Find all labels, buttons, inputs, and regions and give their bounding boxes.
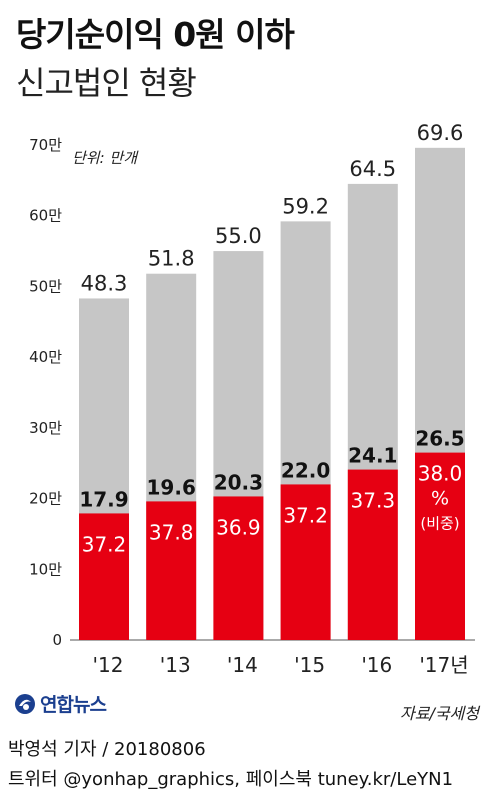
total-value-label: 64.5	[349, 157, 396, 181]
subset-value-label: 17.9	[79, 487, 128, 511]
total-value-label: 55.0	[215, 224, 262, 248]
x-tick-label: '13	[160, 653, 191, 677]
source-label: 자료/국세청	[400, 704, 479, 723]
subset-value-label: 20.3	[214, 470, 263, 494]
subset-bar	[415, 452, 465, 640]
total-value-label: 48.3	[81, 271, 128, 295]
x-tick-label: '16	[361, 653, 392, 677]
unit-label: 단위: 만개	[72, 149, 138, 167]
subset-bar	[79, 513, 129, 640]
x-tick-label: '17년	[419, 653, 468, 677]
share-label: 38.0	[418, 462, 463, 486]
footer-byline: 박영석 기자 / 20180806	[8, 739, 206, 760]
yonhap-logo-icon	[15, 693, 35, 714]
bar-chart: 0 10만 20만 30만 40만 50만 60만 70만 48.3 17.9 37.2 '12 51.…	[29, 121, 475, 677]
share-label: 36.9	[216, 515, 261, 539]
y-tick-label: 20만	[29, 490, 62, 508]
share-label: 37.8	[149, 520, 194, 544]
chart-subtitle: 신고법인 현황	[16, 64, 197, 102]
yonhap-logo-text: 연합뉴스	[40, 694, 107, 716]
subset-value-label: 26.5	[415, 427, 464, 451]
x-tick-label: '12	[93, 653, 124, 677]
yonhap-logo: 연합뉴스	[14, 690, 107, 717]
footer: 박영석 기자 / 20180806 트위터 @yonhap_graphics, …	[0, 727, 499, 805]
share-label: 37.3	[351, 489, 396, 513]
total-value-label: 51.8	[148, 247, 195, 271]
subset-bar	[213, 496, 264, 640]
total-value-label: 59.2	[282, 194, 329, 218]
x-tick-label: '15	[294, 653, 325, 677]
share-caption: (비중)	[420, 515, 459, 533]
share-percent-sign: %	[431, 488, 449, 510]
y-tick-label: 50만	[29, 277, 62, 295]
y-tick-label: 0	[52, 631, 62, 649]
y-tick-label: 30만	[29, 419, 62, 437]
subset-bar	[146, 501, 197, 640]
total-value-label: 69.6	[417, 121, 464, 145]
y-tick-label: 40만	[29, 348, 62, 366]
chart-title: 당기순이익 0원 이하	[16, 15, 295, 54]
y-tick-label: 60만	[29, 207, 62, 225]
subset-value-label: 19.6	[147, 475, 196, 499]
footer-social: 트위터 @yonhap_graphics, 페이스북 tuney.kr/LeYN…	[8, 769, 454, 790]
subset-value-label: 24.1	[348, 444, 397, 468]
share-label: 37.2	[82, 532, 127, 556]
subset-value-label: 22.0	[281, 458, 330, 482]
subset-bar	[347, 469, 398, 640]
share-label: 37.2	[283, 503, 328, 527]
y-tick-label: 10만	[29, 560, 62, 578]
y-tick-label: 70만	[29, 136, 62, 154]
x-tick-label: '14	[227, 653, 258, 677]
subset-bar	[280, 484, 331, 640]
